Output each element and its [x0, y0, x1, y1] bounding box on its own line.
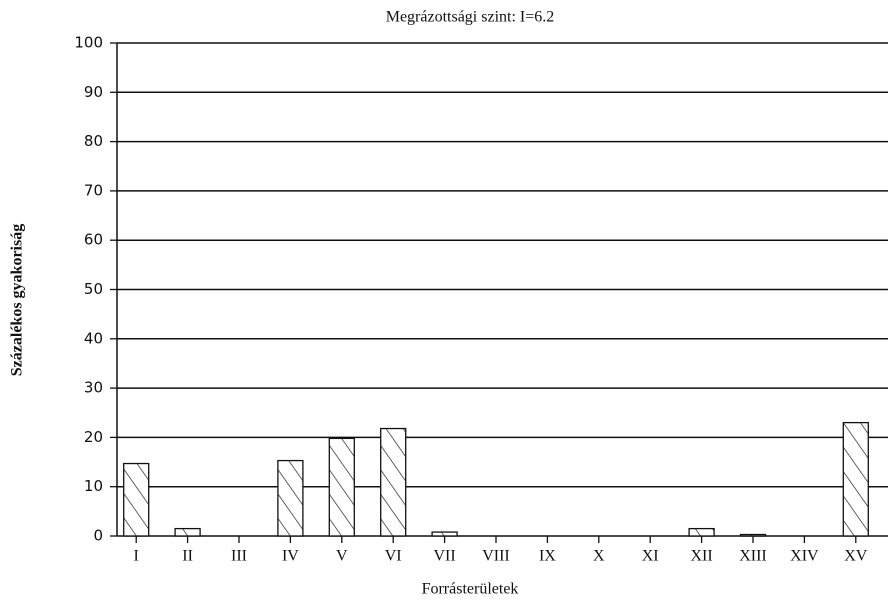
x-tick-label: II	[182, 548, 193, 565]
x-tick-label: VIII	[482, 548, 510, 565]
x-tick-label: XIII	[739, 548, 767, 565]
y-tick-label: 10	[84, 477, 103, 495]
x-tick-label: V	[336, 548, 348, 565]
x-tick-label: III	[231, 548, 247, 565]
x-tick-label: I	[134, 548, 139, 565]
y-tick-label: 80	[84, 132, 103, 150]
y-tick-label: 100	[74, 34, 103, 52]
bar	[842, 421, 869, 537]
bar	[739, 533, 767, 537]
y-tick-label: 30	[84, 379, 103, 397]
bar	[277, 459, 304, 537]
y-tick-label: 50	[84, 280, 103, 298]
bar	[328, 437, 355, 537]
y-tick-label: 60	[84, 231, 103, 249]
y-tick-label: 20	[84, 428, 103, 446]
bar	[380, 427, 407, 537]
x-tick-label: XII	[690, 548, 712, 565]
x-tick-label: XI	[642, 548, 659, 565]
x-tick-label: VI	[385, 548, 402, 565]
y-axis-label: Százalékos gyakoriság	[9, 224, 26, 376]
x-tick-label: IV	[282, 548, 299, 565]
y-tick-label: 70	[84, 181, 103, 199]
x-tick-label: IX	[539, 548, 556, 565]
bar	[431, 531, 458, 537]
bar	[123, 462, 150, 537]
x-tick-label: XV	[844, 548, 868, 565]
y-tick-label: 40	[84, 329, 103, 347]
y-tick-label: 90	[84, 83, 103, 101]
x-tick-label: X	[593, 548, 605, 565]
x-tick-label: VII	[433, 548, 455, 565]
y-tick-label: 0	[93, 527, 103, 545]
x-tick-label: XIV	[790, 548, 819, 565]
chart-title: Megrázottsági szint: I=6.2	[386, 9, 555, 26]
bar	[688, 527, 715, 537]
bar	[174, 527, 201, 537]
x-axis-label: Forrásterületek	[422, 581, 519, 598]
